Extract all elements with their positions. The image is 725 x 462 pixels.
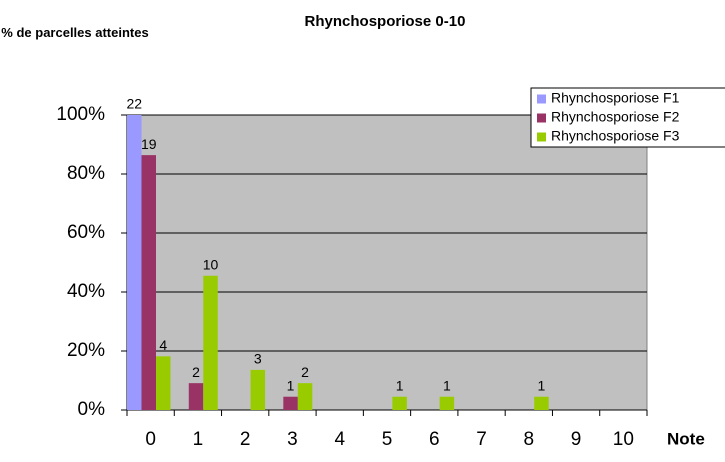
chart-title: Rhynchosporiose 0-10 [305,13,466,30]
bar [250,369,266,410]
data-label: 3 [254,351,262,367]
y-tick-label: 20% [67,340,105,361]
x-tick-label: 1 [193,429,204,450]
bar [127,115,142,410]
y-tick-label: 60% [67,222,105,243]
y-tick-label: 40% [67,281,105,302]
x-tick-label: 3 [287,429,298,450]
x-tick-label: 6 [429,429,440,450]
data-label: 1 [396,377,404,393]
x-tick-label: 9 [571,429,582,450]
data-label: 2 [301,364,309,380]
data-label: 1 [287,377,295,393]
x-tick-label: 10 [613,429,634,450]
x-tick-label: 5 [382,429,393,450]
bar [297,383,313,410]
legend-label: Rhynchosporiose F1 [551,90,680,106]
data-label: 1 [538,377,546,393]
legend-box [530,87,725,148]
bar [203,275,218,410]
data-label: 4 [159,337,167,353]
x-tick-label: 0 [145,429,156,450]
data-label: 19 [141,136,157,152]
data-label: 22 [126,96,142,112]
bar [141,155,156,410]
legend-swatch [537,94,546,104]
legend-label: Rhynchosporiose F3 [551,128,680,144]
y-tick-label: 80% [67,163,105,184]
x-tick-label: 8 [524,429,535,450]
legend-label: Rhynchosporiose F2 [551,109,680,125]
y-tick-label: 100% [56,104,105,125]
legend-swatch [537,113,546,123]
x-tick-label: 4 [334,429,345,450]
y-axis-title: % de parcelles atteintes [1,25,149,40]
data-label: 2 [192,364,200,380]
bar [392,396,407,410]
bar [439,396,455,410]
x-tick-label: 7 [476,429,487,450]
bar [156,356,171,410]
bar [188,383,204,410]
x-axis-title: Note [667,429,705,448]
data-label: 1 [443,377,451,393]
x-tick-label: 2 [240,429,251,450]
legend-swatch [537,132,546,142]
data-label: 10 [203,256,219,272]
bar [283,396,298,410]
y-tick-label: 0% [78,399,106,420]
bar [534,396,549,410]
